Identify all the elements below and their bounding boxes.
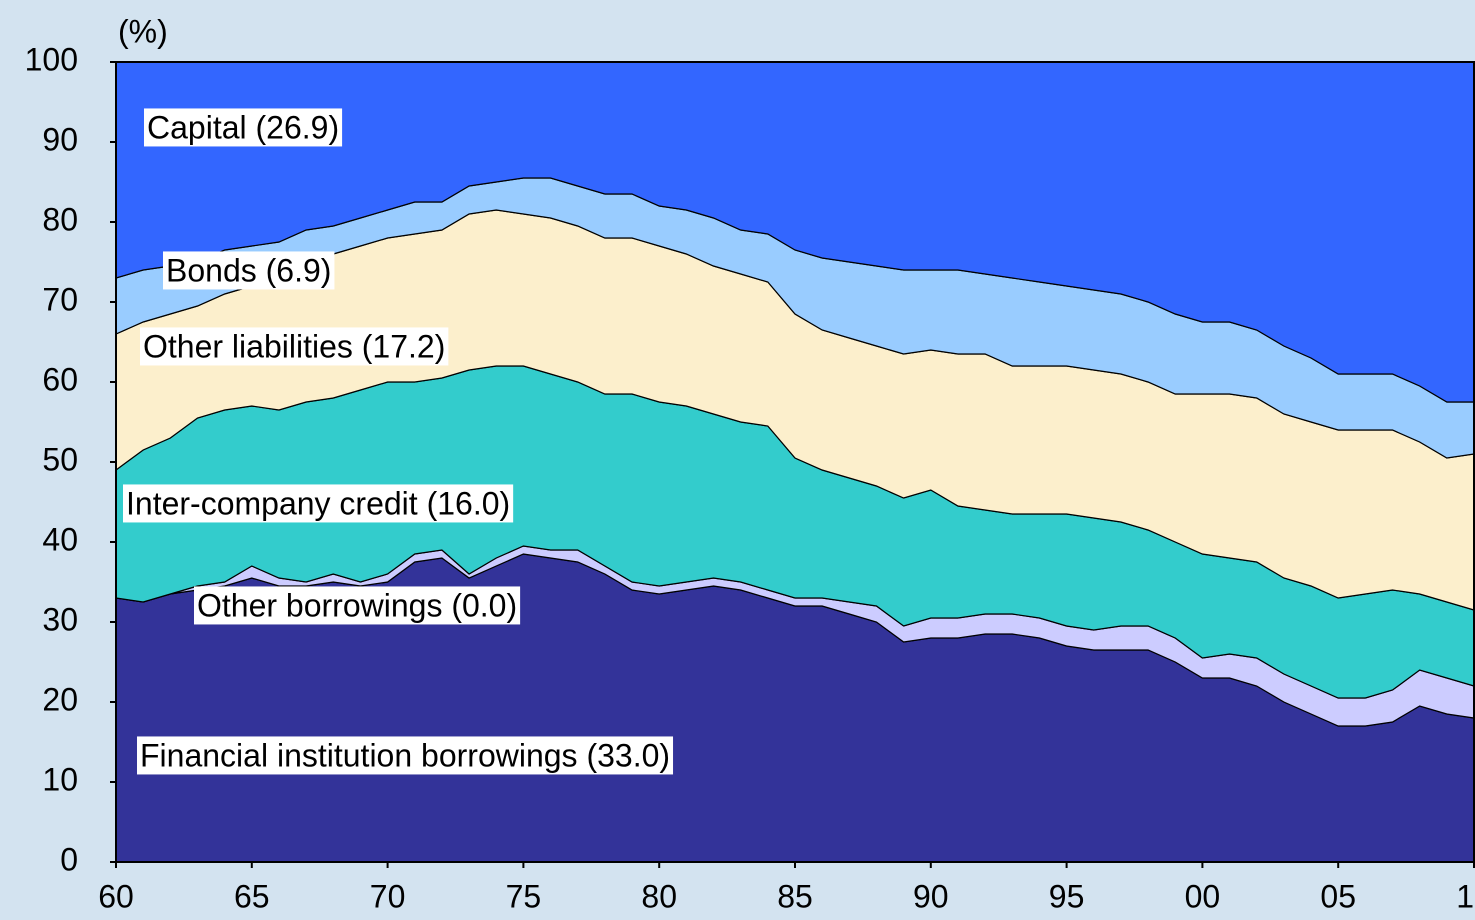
y-tick-label: 0 — [60, 841, 78, 877]
series-label-text: Inter-company credit (16.0) — [126, 485, 510, 521]
x-tick-label: 95 — [1049, 878, 1085, 914]
y-tick-label: 90 — [42, 121, 78, 157]
series-label: Inter-company credit (16.0) — [123, 484, 514, 523]
x-tick-label: 65 — [234, 878, 270, 914]
label-background — [163, 251, 335, 290]
label-background — [144, 108, 343, 147]
x-tick-label: 85 — [777, 878, 813, 914]
y-tick-label: 40 — [42, 521, 78, 557]
x-tick-label: 60 — [98, 878, 134, 914]
x-tick-label: 00 — [1185, 878, 1221, 914]
series-label-text: Bonds (6.9) — [166, 252, 331, 288]
x-tick-label: 10 — [1456, 878, 1475, 914]
y-tick-label: 80 — [42, 201, 78, 237]
series-label: Other borrowings (0.0) — [194, 586, 521, 625]
series-label-text: Capital (26.9) — [147, 109, 339, 145]
series-label: Capital (26.9) — [144, 108, 343, 147]
x-tick-label: 05 — [1320, 878, 1356, 914]
series-label-text: Financial institution borrowings (33.0) — [140, 737, 670, 773]
label-background — [137, 736, 674, 775]
x-tick-label: 70 — [370, 878, 406, 914]
series-label-text: Other borrowings (0.0) — [197, 587, 517, 623]
series-label: Other liabilities (17.2) — [140, 327, 449, 366]
y-tick-label: 20 — [42, 681, 78, 717]
y-tick-label: 60 — [42, 361, 78, 397]
y-tick-label: 100 — [25, 41, 78, 77]
y-tick-label: 30 — [42, 601, 78, 637]
label-background — [140, 327, 449, 366]
label-background — [123, 484, 514, 523]
series-label-text: Other liabilities (17.2) — [143, 328, 445, 364]
series-label: Bonds (6.9) — [163, 251, 335, 290]
x-tick-label: 80 — [641, 878, 677, 914]
series-label: Financial institution borrowings (33.0) — [137, 736, 674, 775]
label-background — [194, 586, 521, 625]
y-tick-label: 70 — [42, 281, 78, 317]
x-tick-label: 75 — [506, 878, 542, 914]
x-tick-label: 90 — [913, 878, 949, 914]
y-tick-label: 10 — [42, 761, 78, 797]
y-axis-label: (%) — [118, 13, 168, 49]
y-tick-label: 50 — [42, 441, 78, 477]
